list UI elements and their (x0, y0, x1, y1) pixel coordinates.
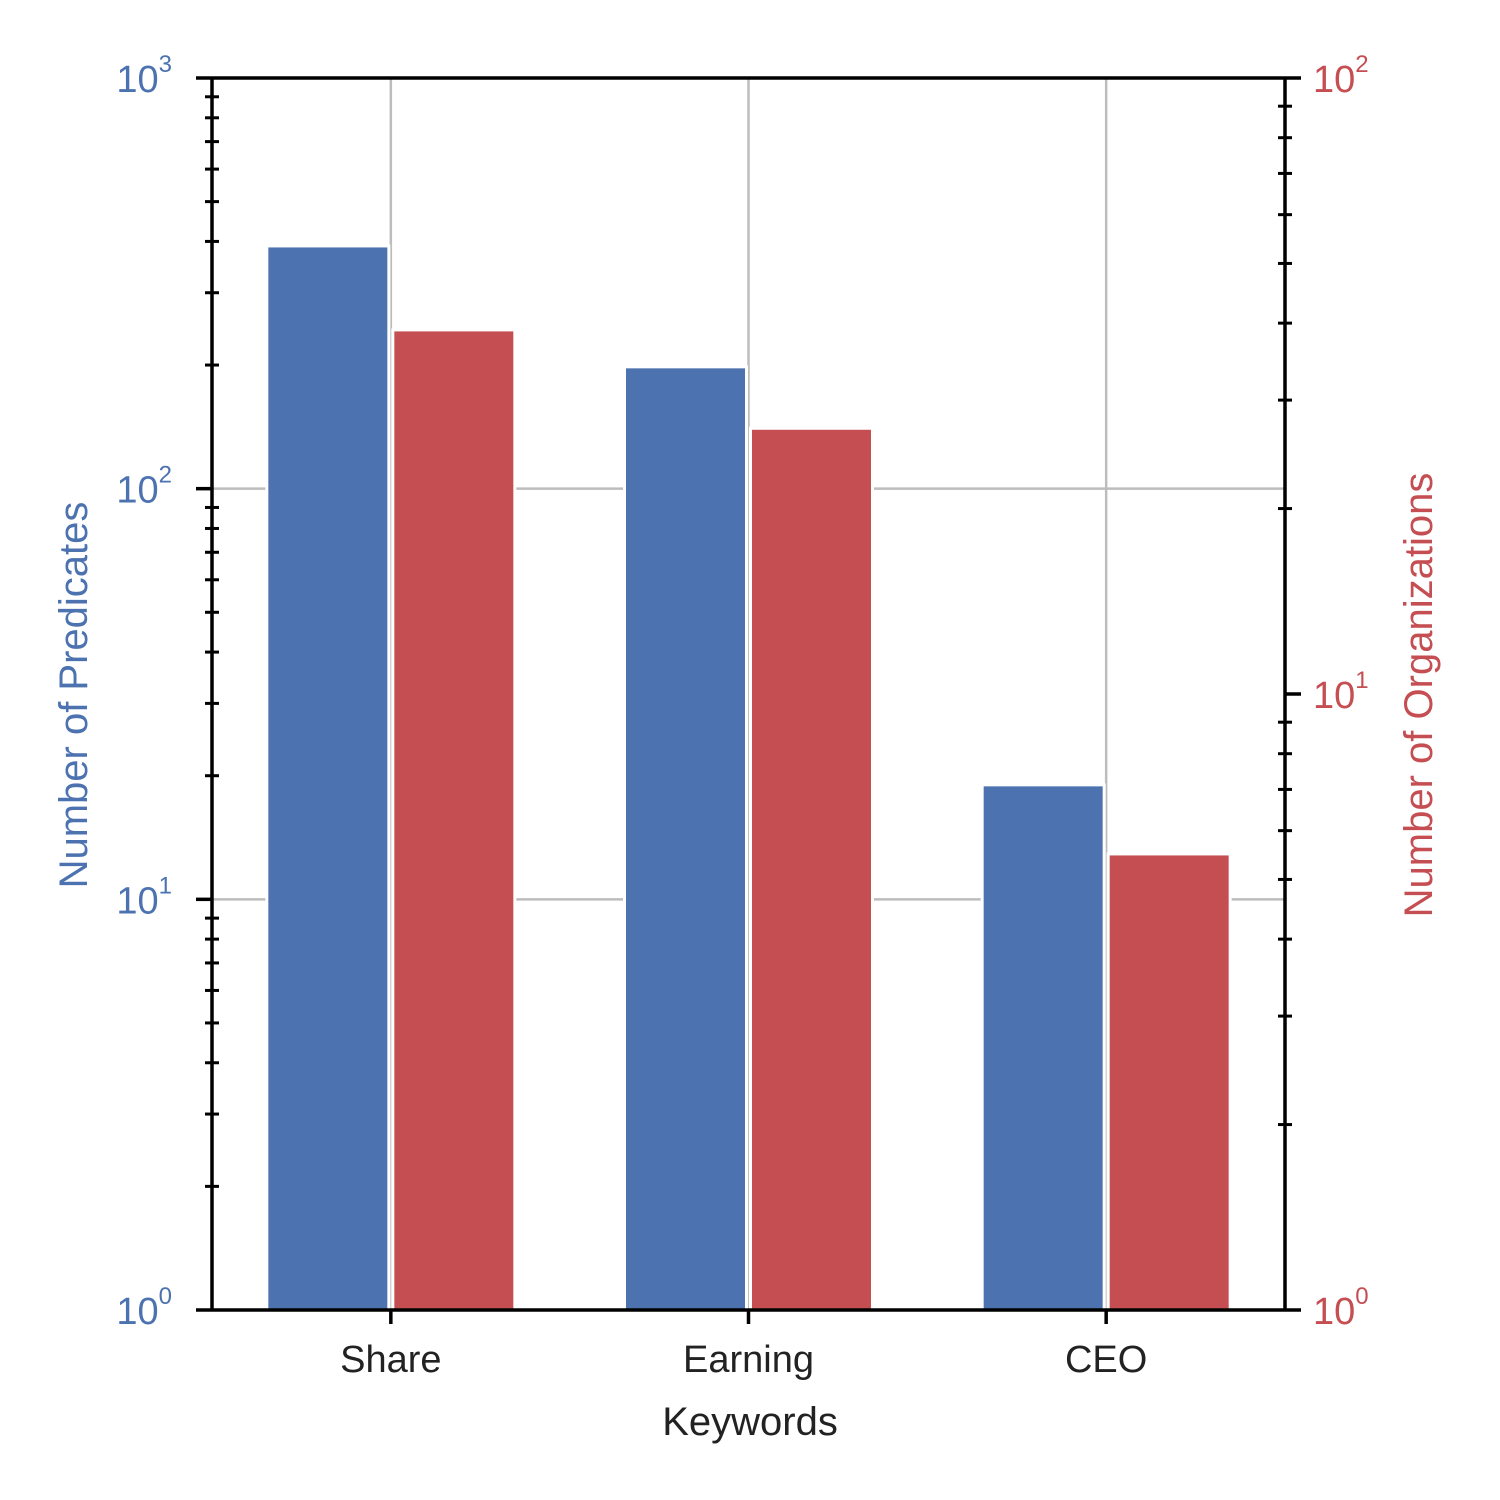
bars (265, 244, 1232, 1312)
right-tick-label: 102 (1313, 51, 1369, 101)
left-tick-label: 103 (116, 51, 172, 101)
right-tick-label: 100 (1313, 1283, 1369, 1333)
right-axis-title: Number of Organizations (1397, 473, 1441, 918)
bar-organizations-share (391, 328, 517, 1312)
left-axis-title: Number of Predicates (52, 502, 96, 889)
left-tick-label: 101 (116, 872, 172, 922)
x-tick-label-ceo: CEO (1065, 1339, 1147, 1381)
left-tick-label: 102 (116, 462, 172, 512)
bar-predicates-ceo (980, 783, 1106, 1312)
x-tick-label-share: Share (340, 1339, 441, 1381)
bar-predicates-share (265, 244, 391, 1312)
tick-labels: 100 101 102 103 100 101 102 Share Earning CEO (116, 51, 1368, 1381)
bar-predicates-earning (623, 365, 748, 1312)
axes (196, 76, 1301, 1324)
x-tick-label-earning: Earning (683, 1339, 814, 1381)
bar-organizations-earning (749, 426, 874, 1312)
right-tick-label: 101 (1313, 667, 1369, 717)
left-tick-label: 100 (116, 1283, 172, 1333)
x-axis-title: Keywords (662, 1400, 838, 1444)
bar-organizations-ceo (1106, 852, 1232, 1312)
